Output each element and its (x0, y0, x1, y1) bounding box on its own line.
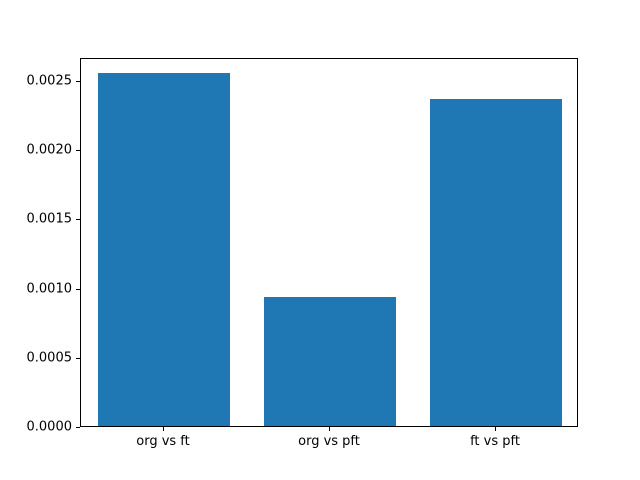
x-tick-mark (329, 427, 330, 431)
y-tick-mark (76, 288, 80, 290)
y-tick-label: 0.0000 (26, 419, 73, 435)
y-tick-mark (76, 150, 80, 152)
x-tick-label-org-vs-ft: org vs ft (136, 434, 190, 449)
x-tick-mark (495, 427, 496, 431)
x-tick-label-org-vs-pft: org vs pft (298, 434, 360, 449)
bar-org-vs-ft (97, 73, 231, 426)
bar-org-vs-pft (263, 297, 397, 426)
plot-area (80, 58, 578, 427)
y-tick-mark (76, 80, 80, 82)
x-tick-label-ft-vs-pft: ft vs pft (470, 434, 520, 449)
y-tick-label: 0.0015 (26, 211, 73, 227)
y-tick-mark (76, 219, 80, 221)
y-tick-label: 0.0025 (26, 73, 73, 89)
y-tick-mark (76, 357, 80, 359)
y-tick-label: 0.0005 (26, 350, 73, 366)
y-tick-label: 0.0010 (26, 281, 73, 297)
x-tick-mark (163, 427, 164, 431)
y-tick-mark (76, 427, 80, 428)
y-tick-label: 0.0020 (26, 142, 73, 158)
bar-ft-vs-pft (429, 99, 563, 426)
